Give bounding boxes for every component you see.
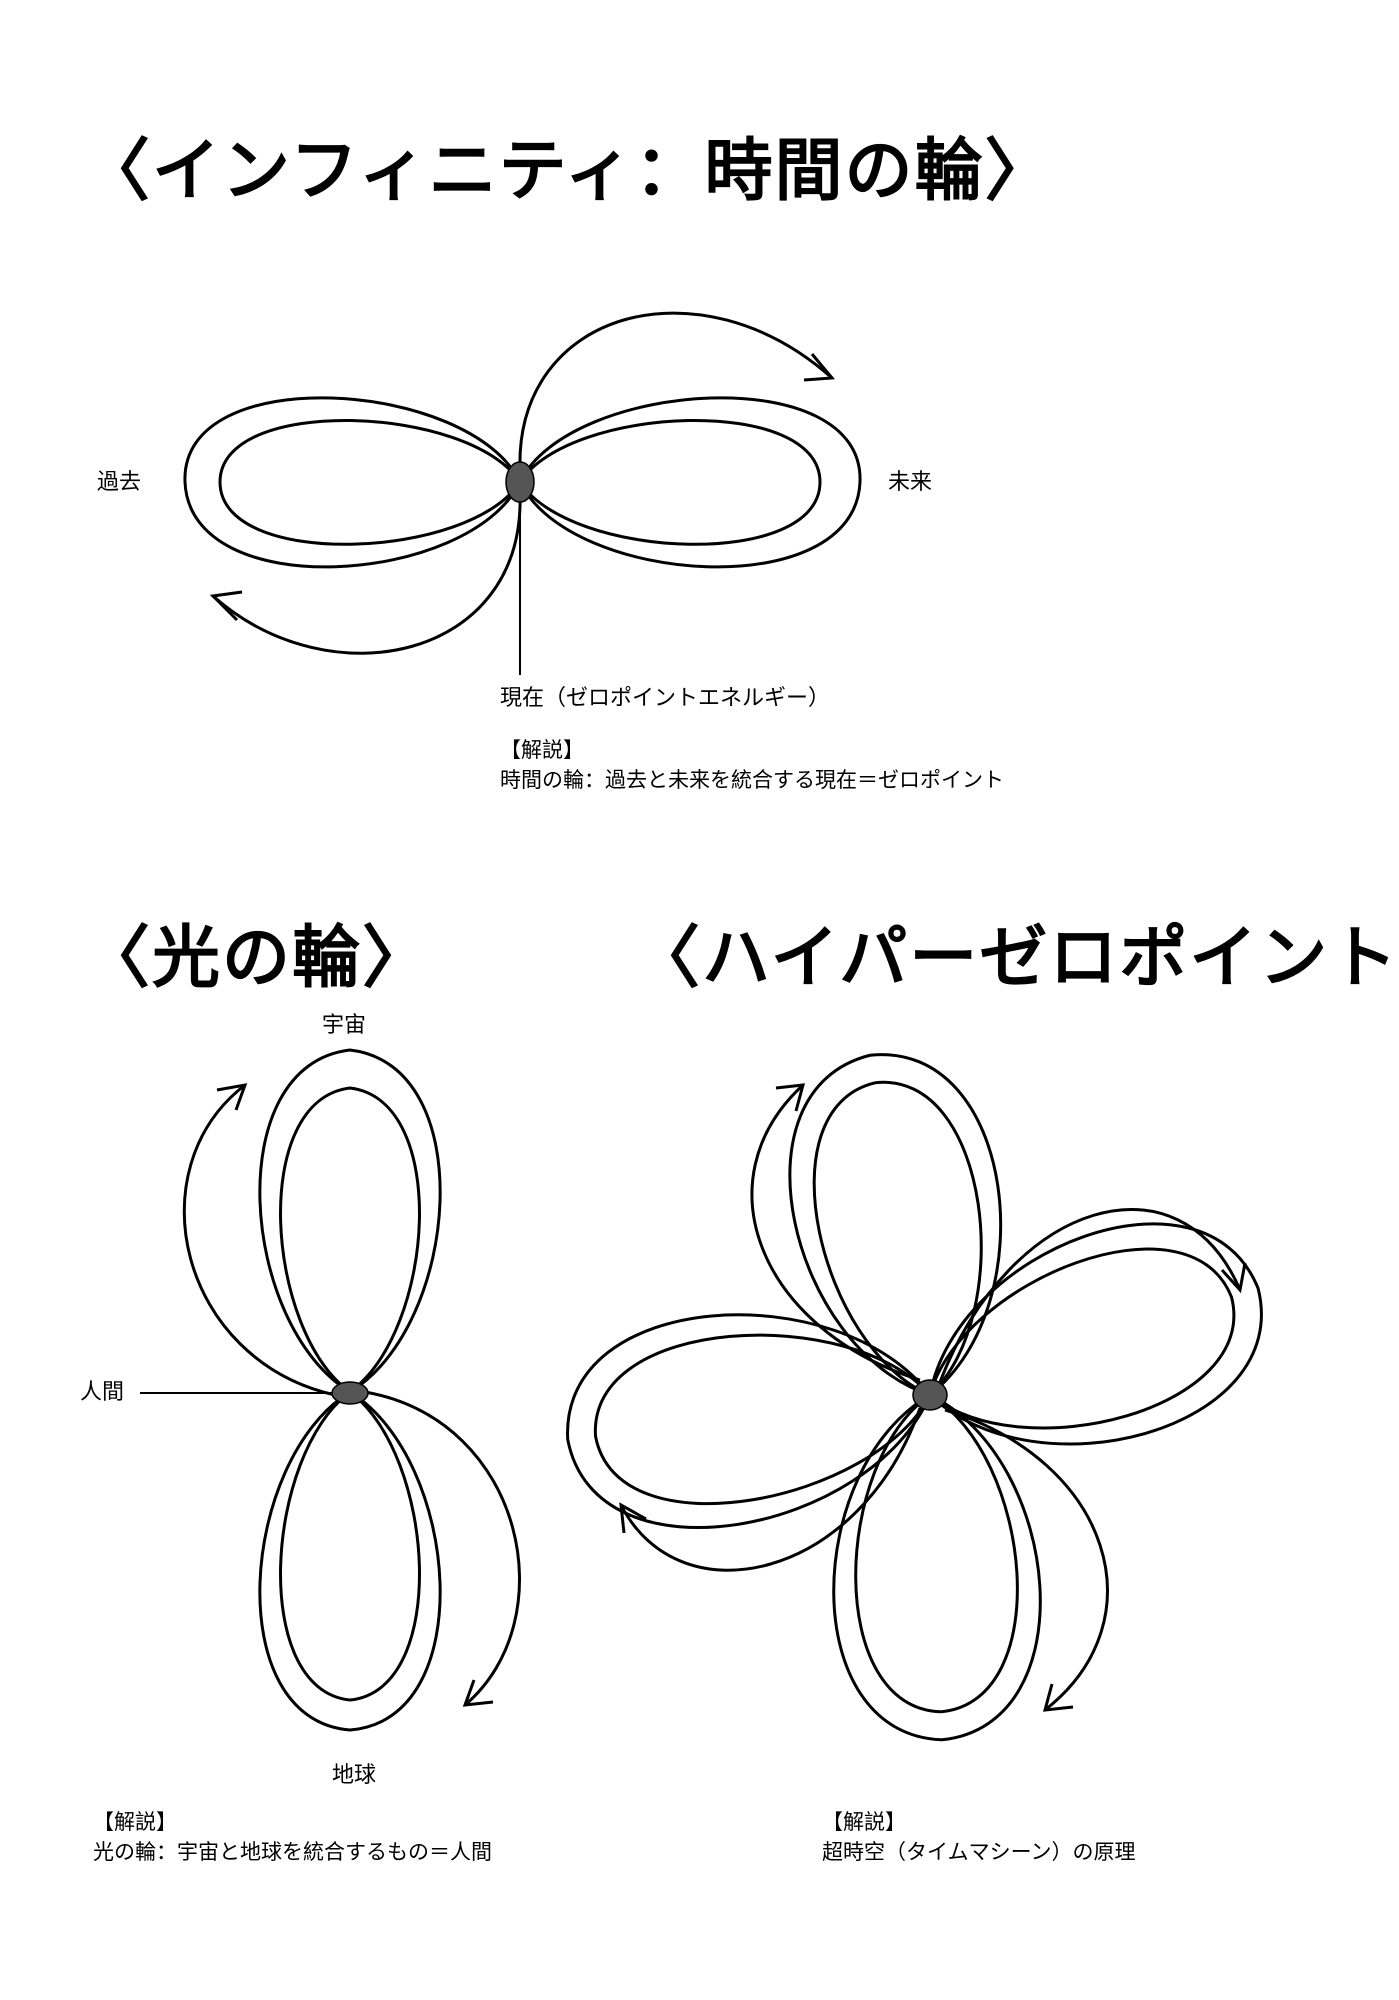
hyper-zero-point-diagram [566,1053,1263,1742]
hyper-note-heading: 【解説】 [822,1810,906,1834]
infinity-note-text: 時間の輪：過去と未来を統合する現在＝ゼロポイント [500,768,1004,792]
infinity-left-outer-loop [183,396,522,569]
infinity-past-arrowhead [209,590,243,622]
hyper-petal-bottom [832,1393,1042,1742]
hyper-arrow-up [750,1083,921,1382]
hyper-arrowhead-right [1220,1262,1247,1294]
light-ring-title: 〈光の輪〉 [82,919,433,998]
infinity-right-outer-loop [518,396,862,569]
light-ring-bottom-inner-loop [279,1390,421,1702]
hyper-zero-point-title: 〈ハイパーゼロポイント〉 [632,919,1399,998]
light-ring-top-outer-loop [258,1048,442,1394]
light-ring-diagram [140,1048,521,1732]
infinity-title: 〈インフィニティ：時間の輪〉 [82,132,1055,211]
hyper-note-text: 超時空（タイムマシーン）の原理 [822,1840,1136,1864]
hyper-zero-point [912,1379,948,1411]
infinity-note: 【解説】 時間の輪：過去と未来を統合する現在＝ゼロポイント [500,735,1004,795]
light-ring-top-inner-loop [279,1086,421,1394]
hyper-petal-left [566,1313,932,1529]
infinity-right-inner-loop [518,418,822,546]
past-label: 過去 [97,470,142,495]
light-ring-zero-point [331,1381,369,1405]
hyper-arrow-down [944,1408,1109,1712]
infinity-future-arrow [518,311,833,471]
present-label: 現在（ゼロポイントエネルギー） [500,686,831,711]
light-ring-down-arrow [364,1390,521,1707]
light-ring-up-arrow [182,1083,336,1397]
infinity-diagram [183,311,862,675]
hyper-arrowhead-left [619,1502,647,1534]
infinity-past-arrow [212,493,522,655]
light-ring-bottom-outer-loop [258,1390,442,1732]
light-ring-note-heading: 【解説】 [93,1810,177,1834]
infinity-left-inner-loop [218,418,522,546]
infinity-future-arrowhead [803,353,836,382]
hyper-petal-upper-right [928,1222,1263,1446]
hyper-note: 【解説】 超時空（タイムマシーン）の原理 [822,1807,1136,1867]
infinity-note-heading: 【解説】 [500,738,584,762]
infinity-zero-point [505,461,535,503]
future-label: 未来 [888,470,933,495]
hyper-arrow-right [938,1207,1242,1383]
light-ring-down-arrowhead [462,1679,494,1707]
light-ring-up-arrowhead [216,1083,248,1111]
hyper-arrowhead-down [1042,1683,1074,1712]
earth-label: 地球 [332,1763,377,1788]
human-label: 人間 [80,1380,125,1405]
hyper-arrowhead-up [775,1083,806,1112]
light-ring-note: 【解説】 光の輪：宇宙と地球を統合するもの＝人間 [93,1807,492,1867]
cosmos-label: 宇宙 [322,1013,367,1038]
hyper-arrow-left [619,1407,922,1572]
light-ring-note-text: 光の輪：宇宙と地球を統合するもの＝人間 [93,1840,492,1864]
hyper-petal-upper-left [788,1053,1003,1397]
